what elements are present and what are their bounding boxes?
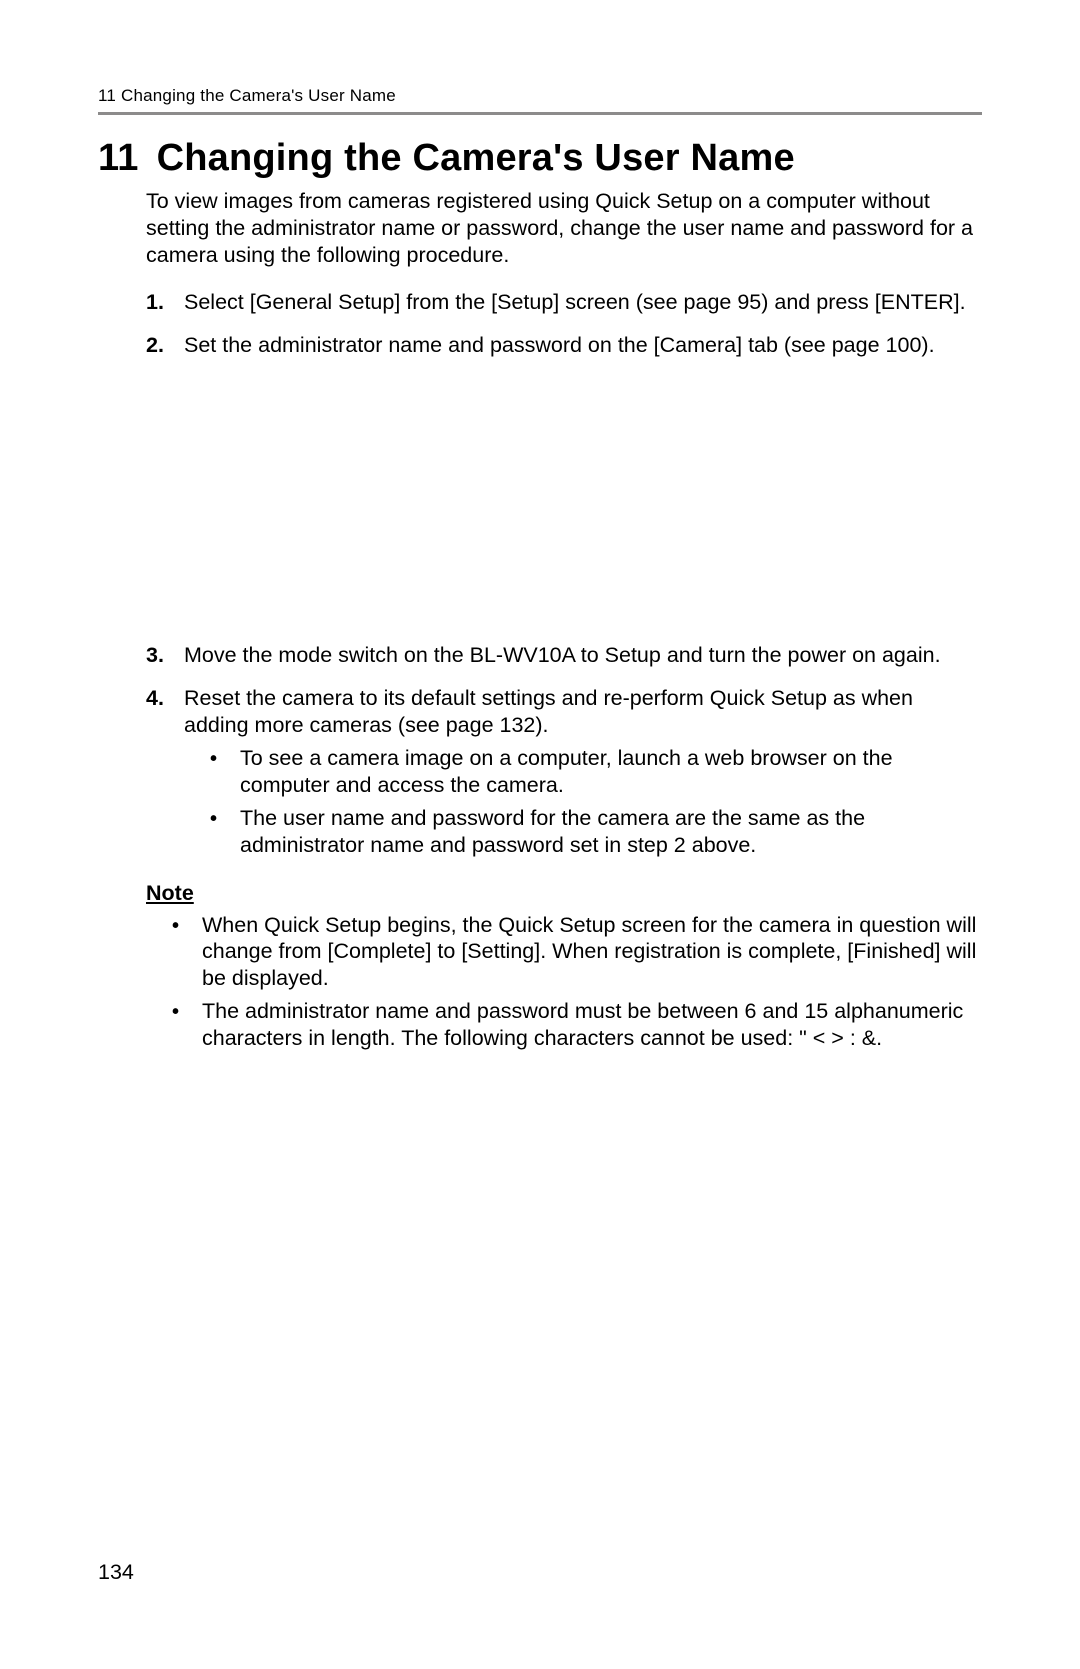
figure-placeholder [146,374,982,642]
document-page: 11 Changing the Camera's User Name 11 Cha… [0,0,1080,1669]
step-text: Select [General Setup] from the [Setup] … [184,289,982,316]
intro-paragraph: To view images from cameras registered u… [146,188,982,269]
step-body: Reset the camera to its default settings… [184,685,982,864]
bullet-text: When Quick Setup begins, the Quick Setup… [202,912,982,993]
steps-list: 1. Select [General Setup] from the [Setu… [146,289,982,865]
bullet-icon [210,745,240,799]
bullet-icon [210,805,240,859]
step-item: 1. Select [General Setup] from the [Setu… [146,289,982,316]
step-item: 4. Reset the camera to its default setti… [146,685,982,864]
bullet-text: The user name and password for the camer… [240,805,982,859]
step-item: 3. Move the mode switch on the BL-WV10A … [146,642,982,669]
note-label: Note [146,881,982,906]
step-bullets: To see a camera image on a computer, lau… [184,745,982,859]
header-rule [98,112,982,115]
step-item: 2. Set the administrator name and passwo… [146,332,982,359]
step-number: 2. [146,332,184,359]
note-block: Note When Quick Setup begins, the Quick … [146,881,982,1052]
step-number: 3. [146,642,184,669]
running-header: 11 Changing the Camera's User Name [98,86,982,106]
list-item: The administrator name and password must… [172,998,982,1052]
chapter-heading: 11 Changing the Camera's User Name [98,137,982,180]
page-number: 134 [98,1560,134,1585]
step-text: Set the administrator name and password … [184,332,982,359]
step-text: Move the mode switch on the BL-WV10A to … [184,642,982,669]
bullet-icon [172,998,202,1052]
bullet-text: To see a camera image on a computer, lau… [240,745,982,799]
list-item: To see a camera image on a computer, lau… [210,745,982,799]
chapter-number: 11 [98,137,139,180]
list-item: When Quick Setup begins, the Quick Setup… [172,912,982,993]
note-bullets: When Quick Setup begins, the Quick Setup… [146,912,982,1052]
step-text: Reset the camera to its default settings… [184,686,913,737]
chapter-title: Changing the Camera's User Name [157,137,795,179]
step-number: 1. [146,289,184,316]
bullet-text: The administrator name and password must… [202,998,982,1052]
bullet-icon [172,912,202,993]
step-number: 4. [146,685,184,864]
list-item: The user name and password for the camer… [210,805,982,859]
